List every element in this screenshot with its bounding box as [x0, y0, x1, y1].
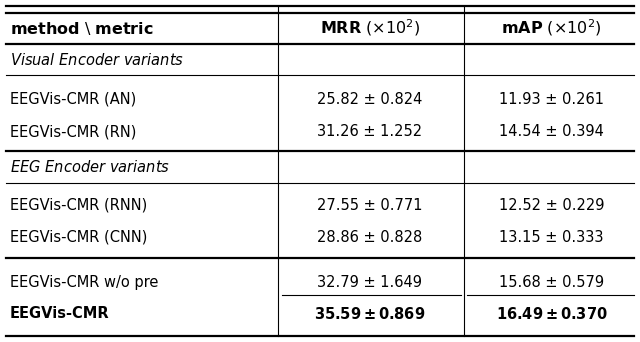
Text: 28.86 ± 0.828: 28.86 ± 0.828 [317, 229, 422, 245]
Text: 27.55 ± 0.771: 27.55 ± 0.771 [317, 198, 422, 213]
Text: 11.93 ± 0.261: 11.93 ± 0.261 [499, 92, 604, 107]
Text: EEGVis-CMR w/o pre: EEGVis-CMR w/o pre [10, 275, 158, 290]
Text: EEGVis-CMR (AN): EEGVis-CMR (AN) [10, 92, 136, 107]
Text: EEGVis-CMR (RNN): EEGVis-CMR (RNN) [10, 198, 147, 213]
Text: EEGVis-CMR: EEGVis-CMR [10, 306, 109, 321]
Text: $\it{Visual\ Encoder\ variants}$: $\it{Visual\ Encoder\ variants}$ [10, 52, 184, 67]
Text: $\mathbf{mAP}\ (\times10^2)$: $\mathbf{mAP}\ (\times10^2)$ [501, 18, 602, 38]
Text: EEGVis-CMR (RN): EEGVis-CMR (RN) [10, 124, 136, 139]
Text: 25.82 ± 0.824: 25.82 ± 0.824 [317, 92, 422, 107]
Text: 15.68 ± 0.579: 15.68 ± 0.579 [499, 275, 604, 290]
Text: EEGVis-CMR (CNN): EEGVis-CMR (CNN) [10, 229, 147, 245]
Text: 31.26 ± 1.252: 31.26 ± 1.252 [317, 124, 422, 139]
Text: $\it{EEG\ Encoder\ variants}$: $\it{EEG\ Encoder\ variants}$ [10, 159, 170, 175]
Text: 32.79 ± 1.649: 32.79 ± 1.649 [317, 275, 422, 290]
Text: $\mathbf{method}\ \backslash\ \mathbf{metric}$: $\mathbf{method}\ \backslash\ \mathbf{me… [10, 19, 154, 37]
Text: $\mathbf{35.59 \pm 0.869}$: $\mathbf{35.59 \pm 0.869}$ [314, 306, 426, 322]
Text: 13.15 ± 0.333: 13.15 ± 0.333 [499, 229, 604, 245]
Text: $\mathbf{16.49 \pm 0.370}$: $\mathbf{16.49 \pm 0.370}$ [496, 306, 607, 322]
Text: $\mathbf{MRR}\ (\times10^2)$: $\mathbf{MRR}\ (\times10^2)$ [320, 18, 420, 38]
Text: 14.54 ± 0.394: 14.54 ± 0.394 [499, 124, 604, 139]
Text: 12.52 ± 0.229: 12.52 ± 0.229 [499, 198, 604, 213]
